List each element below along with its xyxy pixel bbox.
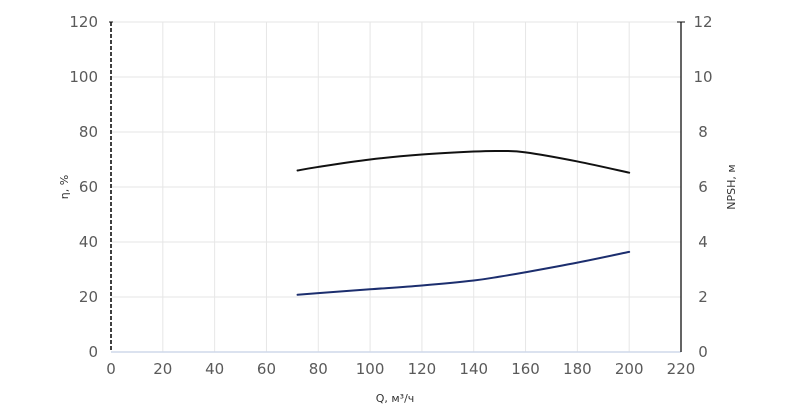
y-left-tick-label: 120 xyxy=(69,13,98,31)
y-right-tick-labels: 0 2 4 6 8 10 12 xyxy=(693,13,712,361)
x-tick-label: 40 xyxy=(205,360,224,378)
x-tick-label: 0 xyxy=(106,360,116,378)
y-left-tick-labels: 0 20 40 60 80 100 120 xyxy=(69,13,98,361)
series-lines xyxy=(296,149,631,296)
y-right-tick-label: 2 xyxy=(698,288,708,306)
y-right-tick-label: 6 xyxy=(698,178,708,196)
x-tick-label: 120 xyxy=(408,360,437,378)
x-tick-label: 60 xyxy=(257,360,276,378)
y-right-tick-label: 4 xyxy=(698,233,708,251)
x-tick-label: 20 xyxy=(153,360,172,378)
x-tick-label: 140 xyxy=(459,360,488,378)
x-axis-title: Q, м³/ч xyxy=(376,392,415,405)
y-left-tick-label: 100 xyxy=(69,68,98,86)
y-right-tick-label: 12 xyxy=(693,13,712,31)
y-left-tick-label: 80 xyxy=(79,123,98,141)
x-tick-label: 80 xyxy=(309,360,328,378)
x-tick-label: 220 xyxy=(667,360,696,378)
x-tick-labels: 0 20 40 60 80 100 120 140 160 180 200 220 xyxy=(106,360,695,378)
y-left-tick-label: 20 xyxy=(79,288,98,306)
y-right-tick-label: 10 xyxy=(693,68,712,86)
y-right-tick-label: 0 xyxy=(698,343,708,361)
y-right-axis-title: NPSH, м xyxy=(725,164,738,209)
x-tick-label: 200 xyxy=(615,360,644,378)
axes xyxy=(109,21,685,353)
y-left-axis-title: η, % xyxy=(58,175,71,199)
x-tick-label: 100 xyxy=(356,360,385,378)
npsh-curve xyxy=(296,250,631,296)
x-tick-label: 160 xyxy=(511,360,540,378)
y-left-tick-label: 0 xyxy=(88,343,98,361)
efficiency-curve xyxy=(296,149,631,174)
grid xyxy=(111,21,681,352)
y-right-tick-label: 8 xyxy=(698,123,708,141)
y-left-tick-label: 40 xyxy=(79,233,98,251)
y-left-tick-label: 60 xyxy=(79,178,98,196)
x-tick-label: 180 xyxy=(563,360,592,378)
